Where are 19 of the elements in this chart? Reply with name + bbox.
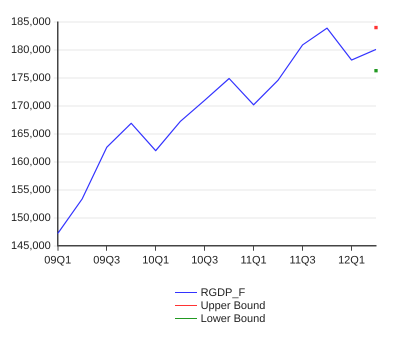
y-tick-label: 155,000 [10,184,51,196]
y-tick-label: 185,000 [10,16,51,28]
x-tick-label: 09Q3 [93,254,120,266]
y-tick-label: 170,000 [10,100,51,112]
x-tick-label: 12Q1 [338,254,365,266]
y-tick-label: 160,000 [10,156,51,168]
y-tick-label: 180,000 [10,44,51,56]
x-tick-label: 10Q1 [142,254,170,266]
y-tick-label: 145,000 [10,240,51,252]
x-tick-label: 11Q3 [290,254,316,266]
x-tick-label: 11Q1 [240,254,267,266]
legend-label: Lower Bound [200,312,266,324]
legend-label: RGDP_F [200,286,246,298]
x-tick-label: 09Q1 [44,254,72,266]
y-tick-label: 175,000 [10,72,51,84]
y-tick-label: 150,000 [10,212,51,224]
x-tick-label: 10Q3 [191,254,218,266]
legend-label: Upper Bound [200,300,266,312]
y-tick-label: 165,000 [10,128,51,140]
